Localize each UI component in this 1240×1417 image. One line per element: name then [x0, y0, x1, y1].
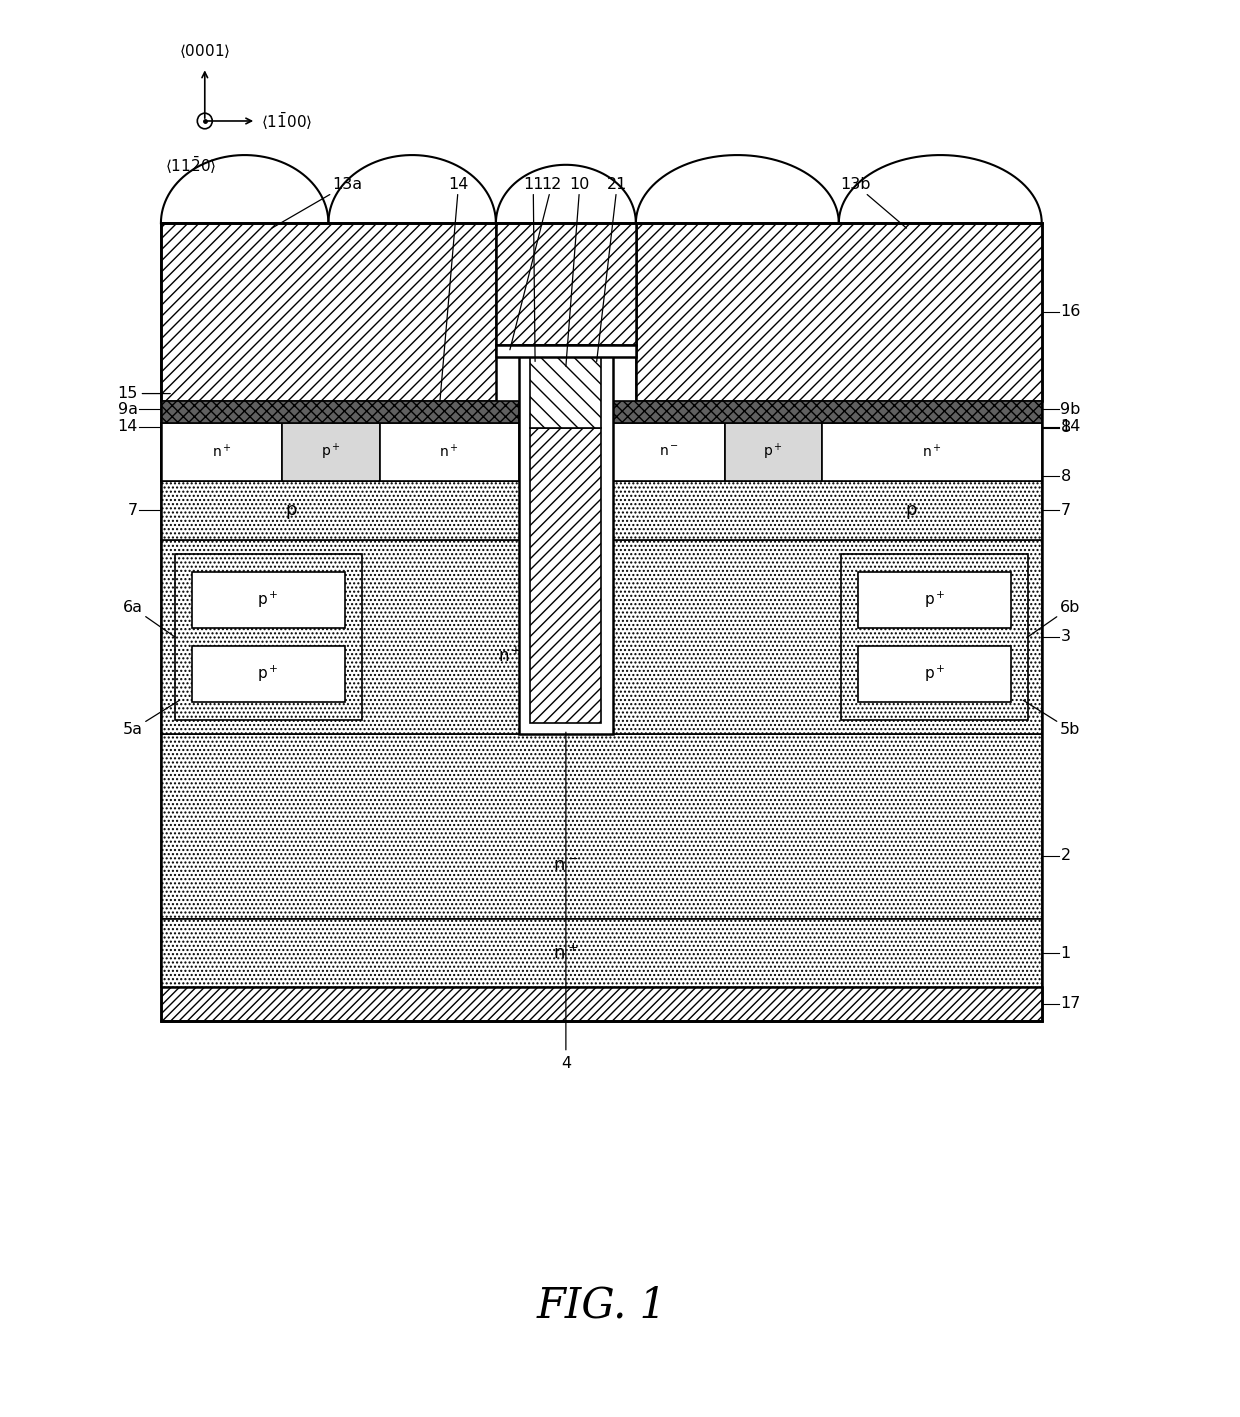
Bar [192, 571, 345, 628]
Bar [161, 852, 1042, 988]
Text: n$^-$: n$^-$ [553, 857, 579, 874]
Text: $\langle 0001\rangle$: $\langle 0001\rangle$ [179, 41, 231, 60]
Text: 9a: 9a [118, 401, 138, 417]
Text: $\langle 11\bar{2}0\rangle$: $\langle 11\bar{2}0\rangle$ [165, 154, 217, 176]
Text: n$^+$: n$^+$ [553, 944, 579, 964]
Bar [531, 357, 601, 428]
Text: 9b: 9b [1060, 401, 1081, 417]
Bar [161, 482, 1042, 540]
Text: p$^+$: p$^+$ [321, 442, 341, 462]
Bar [161, 734, 1042, 920]
Bar [822, 422, 1042, 482]
Text: 5b: 5b [1023, 700, 1080, 737]
Bar [381, 422, 520, 482]
Text: p$^+$: p$^+$ [763, 442, 782, 462]
Bar [636, 224, 1042, 401]
Text: n$^-$: n$^-$ [658, 445, 678, 459]
Text: 2: 2 [1060, 849, 1070, 863]
Bar [161, 224, 496, 401]
Text: 4: 4 [560, 1056, 570, 1071]
Text: p$^+$: p$^+$ [924, 589, 945, 611]
Text: 14: 14 [1060, 419, 1081, 434]
Text: 15: 15 [118, 385, 138, 401]
Bar [858, 646, 1011, 703]
Text: 21: 21 [596, 177, 627, 361]
Text: 1: 1 [1060, 945, 1070, 961]
Bar [496, 224, 636, 344]
Text: 12: 12 [510, 177, 562, 350]
Bar [283, 422, 381, 482]
Bar [161, 224, 496, 401]
Bar [161, 224, 1042, 1022]
Text: 13b: 13b [839, 177, 906, 228]
Bar [523, 618, 608, 706]
Text: 14: 14 [118, 419, 138, 434]
Text: n$^+$: n$^+$ [921, 444, 941, 461]
Bar [161, 422, 1042, 482]
Text: 10: 10 [565, 177, 590, 367]
Text: p: p [285, 502, 298, 520]
Text: 13a: 13a [272, 177, 362, 228]
Text: 3: 3 [1060, 629, 1070, 645]
Text: 16: 16 [1060, 305, 1081, 319]
Text: 5a: 5a [123, 700, 180, 737]
Bar [613, 422, 724, 482]
Text: n$^+$: n$^+$ [498, 646, 522, 666]
Text: 7: 7 [1060, 503, 1070, 517]
Text: 6a: 6a [123, 601, 175, 638]
Text: $\langle 1\bar{1}00\rangle$: $\langle 1\bar{1}00\rangle$ [260, 111, 312, 132]
Bar [161, 988, 1042, 1022]
Bar [841, 554, 1028, 720]
Text: FIG. 1: FIG. 1 [536, 1285, 666, 1326]
Text: p$^+$: p$^+$ [924, 663, 945, 684]
Bar [858, 571, 1011, 628]
Text: 8: 8 [1060, 421, 1070, 435]
Bar [161, 422, 283, 482]
Text: 14: 14 [440, 177, 469, 401]
Bar [636, 224, 1042, 401]
Bar [161, 920, 1042, 988]
Text: 11: 11 [523, 177, 543, 361]
Bar [496, 224, 636, 344]
Bar [175, 554, 362, 720]
Text: p: p [905, 502, 916, 520]
Bar [161, 540, 1042, 734]
Text: p$^+$: p$^+$ [258, 663, 279, 684]
Text: p$^+$: p$^+$ [258, 589, 279, 611]
Bar [613, 401, 1042, 422]
Text: 17: 17 [1060, 996, 1081, 1012]
Text: 8: 8 [1060, 469, 1070, 483]
Bar [724, 422, 822, 482]
Bar [192, 646, 345, 703]
Text: p$^+$: p$^+$ [556, 652, 577, 672]
Text: 6b: 6b [1028, 601, 1080, 638]
Bar [161, 401, 520, 422]
Text: n$^+$: n$^+$ [212, 444, 232, 461]
Bar [531, 428, 601, 723]
Bar [496, 344, 636, 357]
Bar [520, 344, 613, 734]
Text: 7: 7 [128, 503, 138, 517]
Text: n$^+$: n$^+$ [439, 444, 459, 461]
